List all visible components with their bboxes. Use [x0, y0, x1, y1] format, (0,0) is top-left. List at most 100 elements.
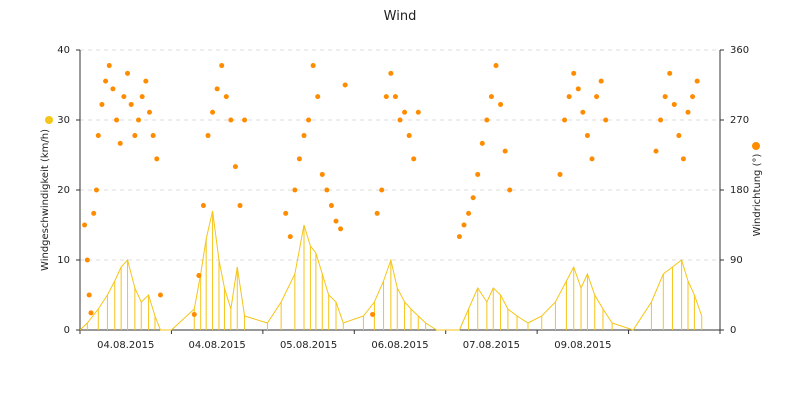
direction-point — [488, 94, 494, 100]
direction-point — [342, 82, 348, 88]
direction-point — [338, 226, 344, 232]
direction-point — [223, 94, 229, 100]
direction-point — [232, 164, 238, 170]
left-tick-label: 30 — [57, 115, 70, 126]
chart-title: Wind — [384, 9, 417, 24]
direction-point — [676, 133, 682, 139]
direction-point — [117, 140, 123, 146]
direction-point — [214, 86, 220, 92]
left-tick-label: 0 — [64, 325, 70, 336]
right-legend-dot — [752, 142, 760, 150]
left-axis-label: Windgeschwindigkeit (km/h) — [40, 129, 51, 271]
direction-point — [200, 203, 206, 209]
direction-point — [562, 117, 568, 123]
direction-point — [603, 117, 609, 123]
direction-point — [319, 171, 325, 177]
direction-point — [470, 195, 476, 201]
direction-point — [502, 148, 508, 154]
direction-point — [196, 273, 202, 279]
wind-direction-series — [82, 63, 700, 317]
direction-point — [328, 203, 334, 209]
right-tick-label: 0 — [730, 325, 736, 336]
direction-point — [575, 86, 581, 92]
direction-point — [86, 292, 92, 298]
right-ticks: 0 90 180 270 360 — [720, 45, 749, 336]
direction-point — [461, 222, 467, 228]
direction-point — [114, 117, 120, 123]
direction-point — [397, 117, 403, 123]
direction-point — [571, 70, 577, 76]
direction-point — [150, 133, 156, 139]
direction-point — [154, 156, 160, 162]
direction-point — [479, 140, 485, 146]
direction-point — [667, 70, 673, 76]
direction-point — [283, 210, 289, 216]
left-legend-dot — [45, 116, 53, 124]
direction-point — [136, 117, 142, 123]
right-tick-label: 270 — [730, 115, 749, 126]
direction-point — [415, 109, 421, 115]
direction-point — [93, 187, 99, 193]
direction-point — [132, 133, 138, 139]
direction-point — [402, 109, 408, 115]
direction-point — [484, 117, 490, 123]
direction-point — [333, 218, 339, 224]
x-tick-label: 04.08.2015 — [97, 340, 154, 351]
direction-point — [379, 187, 385, 193]
direction-point — [237, 203, 243, 209]
direction-point — [662, 94, 668, 100]
direction-point — [594, 94, 600, 100]
x-tick-label: 05.08.2015 — [280, 340, 337, 351]
direction-point — [143, 78, 149, 84]
direction-point — [125, 70, 131, 76]
direction-point — [110, 86, 116, 92]
direction-point — [292, 187, 298, 193]
left-ticks: 0 10 20 30 40 — [57, 45, 80, 336]
direction-point — [205, 133, 211, 139]
direction-point — [84, 257, 90, 263]
direction-point — [653, 148, 659, 154]
direction-point — [685, 109, 691, 115]
direction-point — [301, 133, 307, 139]
direction-point — [287, 234, 293, 240]
direction-point — [242, 117, 248, 123]
direction-point — [210, 109, 216, 115]
wind-speed-series — [79, 210, 703, 331]
direction-point — [91, 210, 97, 216]
right-tick-label: 90 — [730, 255, 743, 266]
left-tick-label: 40 — [57, 45, 70, 56]
direction-point — [411, 156, 417, 162]
direction-point — [310, 63, 316, 69]
direction-point — [475, 171, 481, 177]
direction-point — [324, 187, 330, 193]
direction-point — [493, 63, 499, 69]
x-tick-label: 09.08.2015 — [554, 340, 611, 351]
direction-point — [671, 101, 677, 107]
direction-point — [82, 222, 88, 228]
direction-point — [589, 156, 595, 162]
direction-point — [392, 94, 398, 100]
direction-point — [88, 310, 94, 316]
direction-point — [507, 187, 513, 193]
direction-point — [690, 94, 696, 100]
direction-point — [498, 101, 504, 107]
direction-point — [694, 78, 700, 84]
direction-point — [146, 109, 152, 115]
x-tick-label: 04.08.2015 — [189, 340, 246, 351]
direction-point — [456, 234, 462, 240]
direction-point — [557, 171, 563, 177]
direction-point — [406, 133, 412, 139]
direction-point — [466, 210, 472, 216]
direction-point — [680, 156, 686, 162]
direction-point — [598, 78, 604, 84]
direction-point — [383, 94, 389, 100]
direction-point — [191, 311, 197, 317]
direction-point — [374, 210, 380, 216]
direction-point — [99, 101, 105, 107]
direction-point — [95, 133, 101, 139]
gridlines — [80, 49, 720, 261]
x-ticks: 04.08.2015 04.08.2015 05.08.2015 06.08.2015… — [79, 330, 721, 351]
direction-point — [103, 78, 109, 84]
left-tick-label: 20 — [57, 185, 70, 196]
direction-point — [388, 70, 394, 76]
